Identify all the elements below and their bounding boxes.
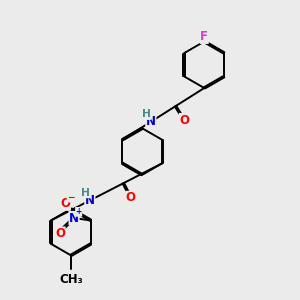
Text: H: H: [82, 188, 90, 198]
Text: +: +: [76, 207, 82, 216]
Text: −: −: [67, 193, 75, 202]
Text: O: O: [55, 227, 65, 240]
Text: F: F: [200, 30, 208, 44]
Text: O: O: [126, 191, 136, 204]
Text: H: H: [142, 110, 151, 119]
Text: N: N: [85, 194, 95, 207]
Text: CH₃: CH₃: [59, 273, 83, 286]
Text: N: N: [146, 115, 156, 128]
Text: O: O: [60, 197, 70, 210]
Text: O: O: [179, 114, 189, 127]
Text: N: N: [69, 212, 79, 224]
